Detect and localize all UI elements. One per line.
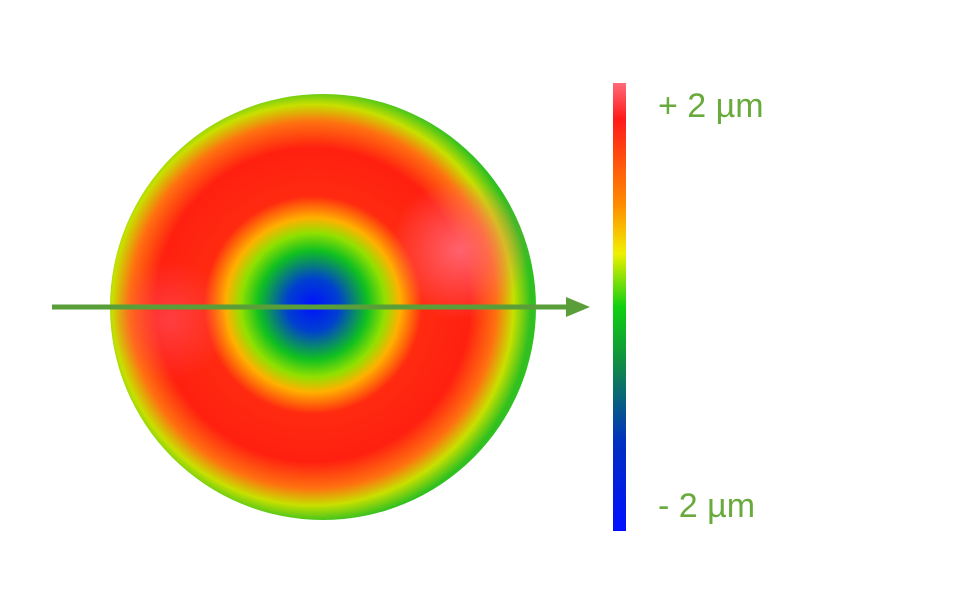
arrow-head: [566, 297, 590, 317]
max-label: + 2 µm: [658, 87, 764, 125]
colorbar: [613, 83, 626, 531]
min-label: - 2 µm: [658, 487, 755, 525]
